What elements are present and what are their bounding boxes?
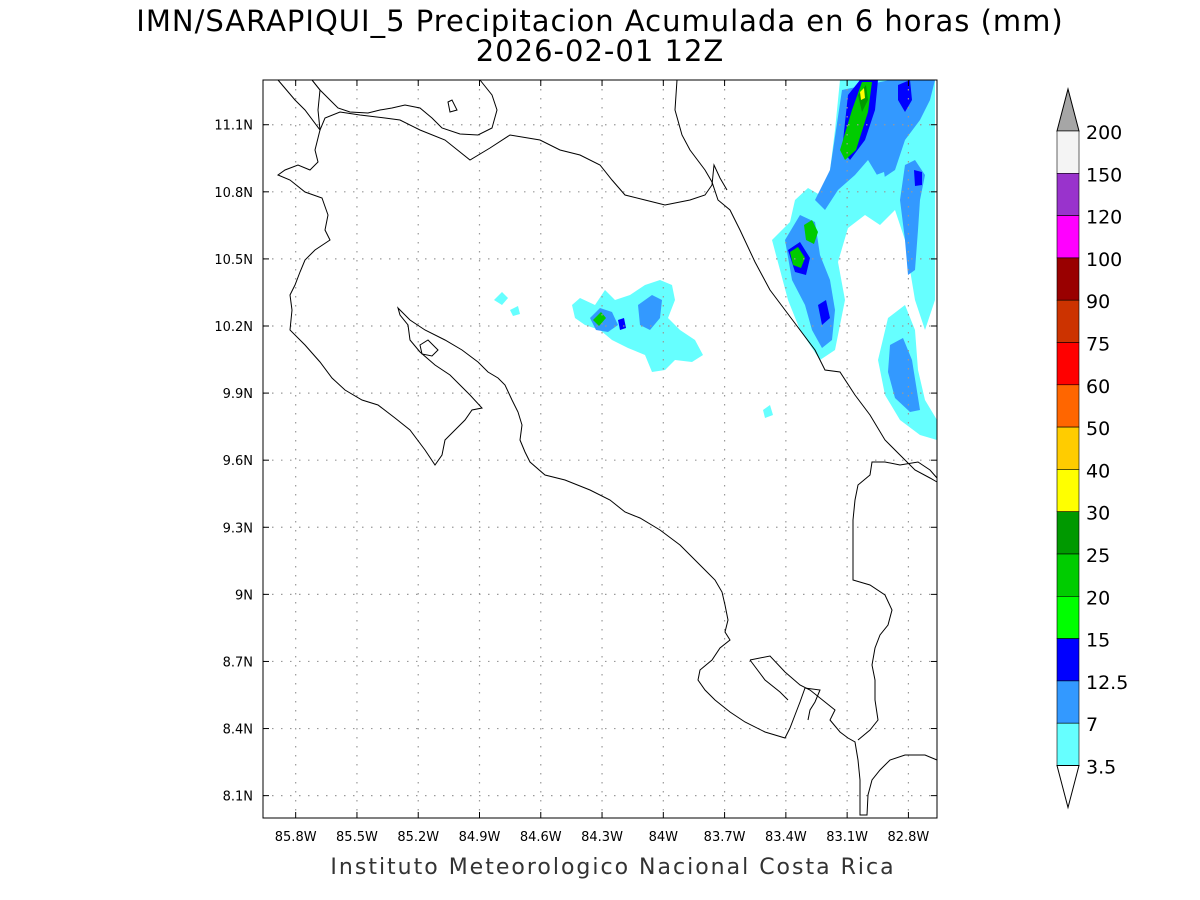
lon-tick-label: 82.8W bbox=[887, 830, 929, 845]
precip-area-ne-15mm-c bbox=[804, 220, 818, 244]
colorbar-label: 100 bbox=[1086, 249, 1122, 271]
colorbar-swatch bbox=[1056, 638, 1080, 682]
coastlines-and-borders bbox=[276, 79, 938, 816]
colorbar-swatch bbox=[1056, 426, 1080, 470]
colorbar-swatch bbox=[1056, 595, 1080, 639]
colorbar-swatch bbox=[1056, 511, 1080, 555]
lon-tick-label: 85.2W bbox=[397, 830, 439, 845]
precip-area-ne-12mm-c bbox=[898, 80, 912, 112]
lat-tick-label: 8.4N bbox=[223, 723, 253, 738]
colorbar-swatch bbox=[1056, 173, 1080, 216]
lon-tick-label: 84.9W bbox=[459, 830, 501, 845]
lat-tick-label: 9N bbox=[235, 588, 253, 603]
precip-area-central-15mm bbox=[593, 312, 606, 326]
precip-area-west-speckle bbox=[494, 292, 508, 305]
precip-area-central-7mm-b bbox=[638, 295, 662, 330]
osa-inner bbox=[749, 659, 789, 701]
longitude-axis: 85.8W 85.5W 85.2W 84.9W 84.6W 84.3W 84W 83.7W 83… bbox=[275, 80, 929, 845]
precip-area-ne-7mm bbox=[815, 80, 935, 210]
colorbar-swatch bbox=[1056, 130, 1080, 174]
lon-tick-label: 85.8W bbox=[275, 830, 317, 845]
lat-tick-label: 10.5N bbox=[214, 253, 253, 268]
credit-footer: Instituto Meteorologico Nacional Costa R… bbox=[330, 855, 896, 880]
colorbar-label: 20 bbox=[1086, 587, 1110, 609]
colorbar-label: 120 bbox=[1086, 207, 1122, 229]
precip-area-ne-7mm-c bbox=[900, 160, 925, 275]
colorbar-swatch bbox=[1056, 299, 1080, 343]
colorbar-label: 15 bbox=[1086, 630, 1110, 652]
colorbar-label: 90 bbox=[1086, 291, 1110, 313]
panama-border bbox=[852, 461, 938, 741]
colorbar-swatch bbox=[1056, 342, 1080, 386]
osa-peninsula bbox=[749, 655, 938, 816]
colorbar-label: 60 bbox=[1086, 376, 1110, 398]
colorbar-swatch bbox=[1056, 680, 1080, 724]
lat-lon-grid bbox=[263, 80, 937, 818]
colorbar-label: 25 bbox=[1086, 545, 1110, 567]
colorbar-swatch bbox=[1056, 469, 1080, 512]
precip-area-ne-15mm-b bbox=[790, 247, 805, 268]
colorbar-swatch bbox=[1056, 722, 1080, 766]
lon-tick-label: 85.5W bbox=[336, 830, 378, 845]
lat-tick-label: 10.8N bbox=[214, 186, 253, 201]
lat-tick-label: 9.9N bbox=[223, 387, 253, 402]
nicaragua-border bbox=[277, 79, 728, 206]
latitude-axis: 11.1N 10.8N 10.5N 10.2N 9.9N 9.6N 9.3N 9N 8.7N 8.… bbox=[214, 119, 937, 805]
colorbar-label: 3.5 bbox=[1086, 757, 1116, 779]
colorbar-over-triangle bbox=[1056, 87, 1080, 132]
precip-area-ne-12mm-d bbox=[914, 170, 922, 186]
colorbar-label: 50 bbox=[1086, 418, 1110, 440]
colorbar-swatch bbox=[1056, 384, 1080, 428]
lake-nicaragua-shore bbox=[311, 79, 498, 136]
lon-tick-label: 84.3W bbox=[581, 830, 623, 845]
precipitation-colorbar: 200 150 120 100 90 75 60 50 40 30 25 20 15 12.5 7 3.5 bbox=[1056, 87, 1128, 810]
precip-area-ne-40mm bbox=[860, 88, 865, 100]
precipitation-field bbox=[494, 80, 937, 440]
colorbar-swatch bbox=[1056, 553, 1080, 597]
lat-tick-label: 8.1N bbox=[223, 790, 253, 805]
colorbar-label: 200 bbox=[1086, 122, 1122, 144]
precip-area-central-12mm bbox=[618, 318, 626, 330]
precip-area-central-band bbox=[572, 280, 703, 372]
lon-tick-label: 84W bbox=[649, 830, 679, 845]
map-frame bbox=[262, 79, 938, 819]
map-title: IMN/SARAPIQUI_5 Precipitacion Acumulada … bbox=[136, 4, 1064, 38]
colorbar-swatch bbox=[1056, 215, 1080, 259]
colorbar-label: 7 bbox=[1086, 714, 1098, 736]
lat-tick-label: 9.3N bbox=[223, 521, 253, 536]
caribbean-coast bbox=[674, 79, 938, 483]
lon-tick-label: 83.1W bbox=[826, 830, 868, 845]
precip-area-west-speckle-b bbox=[510, 306, 520, 316]
nicoya-gulf-island bbox=[419, 339, 439, 357]
precip-area-speckle-ne bbox=[876, 172, 886, 186]
map-subtitle-date: 2026-02-01 12Z bbox=[475, 34, 725, 68]
lat-tick-label: 8.7N bbox=[223, 655, 253, 670]
lat-tick-label: 10.2N bbox=[214, 320, 253, 335]
precip-area-ne-12mm-e bbox=[818, 300, 830, 325]
colorbar-label: 30 bbox=[1086, 503, 1110, 525]
colorbar-label: 40 bbox=[1086, 460, 1110, 482]
lat-tick-label: 11.1N bbox=[214, 119, 253, 134]
lon-tick-label: 83.7W bbox=[704, 830, 746, 845]
precip-area-speckle-south bbox=[763, 405, 773, 418]
lat-tick-label: 9.6N bbox=[223, 454, 253, 469]
lon-tick-label: 83.4W bbox=[765, 830, 807, 845]
pacific-coast-guanacaste bbox=[276, 79, 821, 739]
colorbar-swatch bbox=[1056, 257, 1080, 301]
colorbar-label: 75 bbox=[1086, 334, 1110, 356]
lake-island bbox=[447, 99, 458, 113]
colorbar-label: 12.5 bbox=[1086, 672, 1128, 694]
colorbar-under-triangle bbox=[1056, 765, 1080, 810]
lon-tick-label: 84.6W bbox=[520, 830, 562, 845]
colorbar-label: 150 bbox=[1086, 164, 1122, 186]
